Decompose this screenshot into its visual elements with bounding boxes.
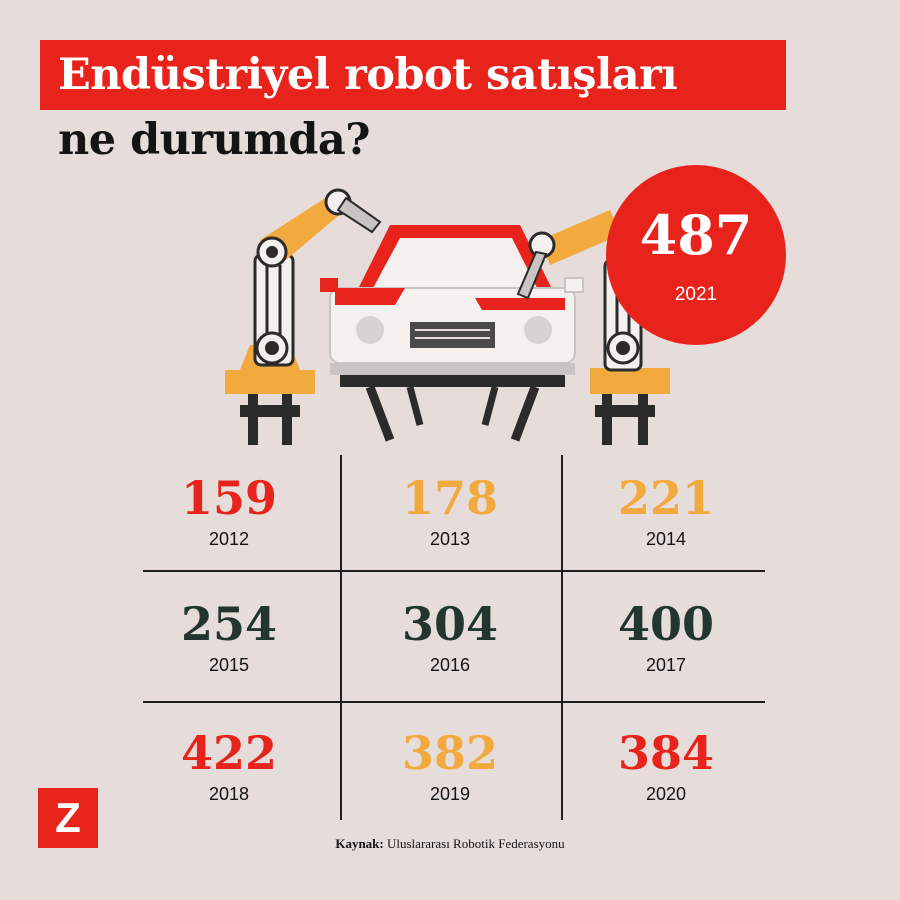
robot-car-illustration — [225, 188, 670, 445]
cell-year: 2016 — [429, 655, 471, 675]
grid-cell-2018: 422 2018 — [119, 725, 339, 805]
logo-letter: Z — [55, 794, 81, 841]
page-title-line1: Endüstriyel robot satışları — [58, 50, 678, 100]
grid-cell-2017: 400 2017 — [556, 596, 776, 676]
source-note: Kaynak: Uluslararası Robotik Federasyonu — [0, 836, 900, 852]
cell-value: 400 — [617, 597, 715, 651]
source-label: Kaynak: — [335, 836, 384, 851]
cell-value: 159 — [180, 471, 278, 525]
cell-year: 2015 — [208, 655, 250, 675]
grid-cell-2012: 159 2012 — [119, 470, 339, 550]
grid-cell-2015: 254 2015 — [119, 596, 339, 676]
cell-year: 2013 — [429, 529, 471, 549]
cell-value: 221 — [617, 471, 715, 525]
cell-value: 382 — [401, 726, 499, 780]
cell-value: 178 — [401, 471, 499, 525]
badge-year: 2021 — [674, 284, 718, 305]
cell-value: 254 — [180, 597, 278, 651]
cell-year: 2017 — [645, 655, 687, 675]
cell-year: 2014 — [645, 529, 687, 549]
robot-arm-left-icon — [225, 188, 382, 445]
cell-year: 2020 — [645, 784, 687, 804]
cell-value: 384 — [617, 726, 715, 780]
grid-cell-2019: 382 2019 — [340, 725, 560, 805]
grid-cell-2013: 178 2013 — [340, 470, 560, 550]
title-banner: Endüstriyel robot satışları — [40, 40, 786, 110]
source-text: Uluslararası Robotik Federasyonu — [387, 836, 565, 851]
badge-value: 487 — [639, 203, 753, 267]
grid-cell-2016: 304 2016 — [340, 596, 560, 676]
page-title-line2: ne durumda? — [58, 115, 370, 165]
grid-cell-2020: 384 2020 — [556, 725, 776, 805]
car-icon — [320, 225, 584, 375]
highlight-badge: 487 2021 — [606, 165, 786, 345]
assembly-stand-icon — [340, 375, 565, 442]
grid-cell-2014: 221 2014 — [556, 470, 776, 550]
cell-value: 422 — [180, 726, 278, 780]
cell-year: 2018 — [208, 784, 250, 804]
cell-year: 2012 — [208, 529, 250, 549]
brand-logo: Z — [38, 788, 98, 848]
cell-value: 304 — [401, 597, 499, 651]
cell-year: 2019 — [429, 784, 471, 804]
